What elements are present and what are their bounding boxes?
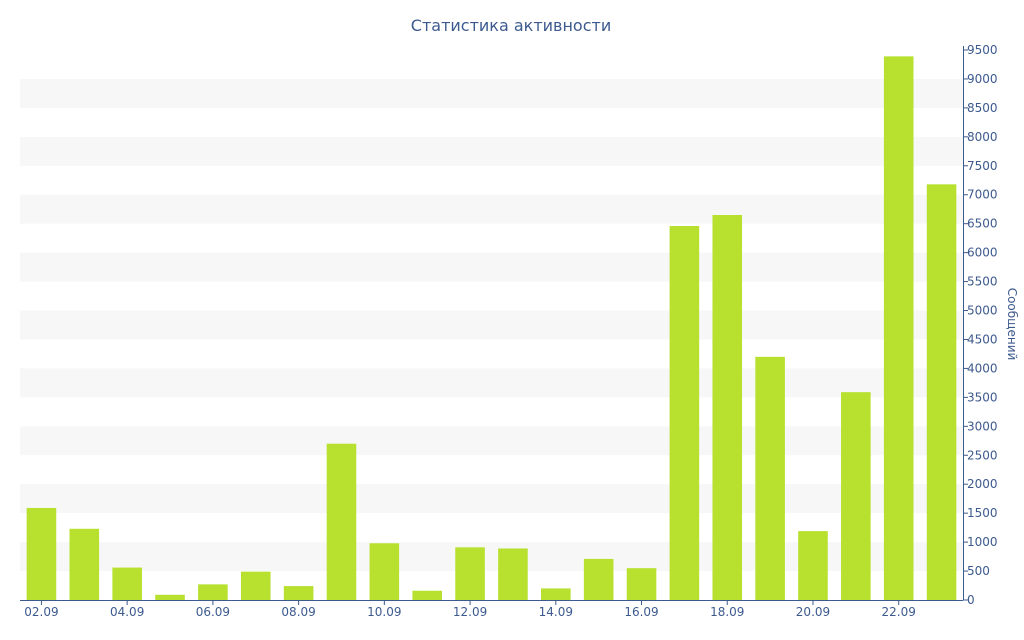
grid-band (20, 136, 963, 166)
y-tick-label: 9000 (967, 72, 998, 86)
bar-15.09 (583, 558, 614, 600)
bar-07.09 (240, 571, 271, 600)
bar-18.09 (712, 215, 743, 600)
y-tick-label: 9500 (967, 43, 998, 57)
x-tick-label: 14.09 (539, 605, 573, 619)
bar-19.09 (755, 356, 785, 600)
bar-08.09 (283, 586, 314, 600)
y-tick-label: 7000 (967, 188, 998, 202)
grid-band (20, 310, 963, 340)
bar-12.09 (455, 547, 485, 600)
x-tick-label: 20.09 (796, 605, 830, 619)
y-tick-label: 4500 (967, 332, 998, 346)
grid-band (20, 426, 963, 456)
y-tick-label: 5500 (967, 275, 998, 289)
y-tick-label: 4000 (967, 361, 998, 375)
bar-22.09 (883, 56, 914, 601)
x-tick-label: 10.09 (367, 605, 401, 619)
bar-04.09 (112, 567, 142, 600)
x-tick-label: 04.09 (110, 605, 144, 619)
y-tick-label: 8000 (967, 130, 998, 144)
grid-band (20, 78, 963, 108)
y-tick-label: 8500 (967, 101, 998, 115)
x-tick-label: 16.09 (624, 605, 658, 619)
bar-17.09 (669, 226, 700, 600)
bar-23.09 (926, 184, 957, 600)
y-tick-label: 6500 (967, 217, 998, 231)
grid-band (20, 484, 963, 514)
x-tick-label: 08.09 (281, 605, 315, 619)
y-tick-label: 3000 (967, 419, 998, 433)
x-tick-label: 18.09 (710, 605, 744, 619)
x-axis: 02.09 04.09 06.09 08.09 10.09 12.09 14.09 16.09… (20, 600, 963, 619)
bar-09.09 (326, 443, 357, 600)
bar-02.09 (26, 507, 57, 600)
grid-band (20, 194, 963, 224)
x-tick-label: 06.09 (196, 605, 230, 619)
grid-band (20, 368, 963, 398)
bar-03.09 (69, 528, 100, 600)
bar-05.09 (155, 594, 185, 600)
y-tick-label: 1000 (967, 535, 998, 549)
chart-title: Статистика активности (411, 16, 611, 35)
bar-13.09 (498, 548, 528, 600)
bar-20.09 (798, 531, 828, 600)
y-tick-label: 6000 (967, 246, 998, 260)
bar-11.09 (412, 590, 442, 600)
y-tick-label: 500 (967, 564, 990, 578)
bar-series (26, 56, 957, 601)
bar-14.09 (541, 588, 571, 600)
y-tick-label: 0 (967, 593, 975, 607)
y-axis: 0 500 1000 1500 2000 2500 3000 3500 4000 4500 5000… (963, 43, 998, 607)
y-axis-title: Сообщений (1005, 288, 1019, 361)
bar-16.09 (626, 568, 657, 600)
bar-06.09 (198, 584, 228, 600)
y-tick-label: 2000 (967, 477, 998, 491)
y-tick-label: 7500 (967, 159, 998, 173)
x-tick-label: 12.09 (453, 605, 487, 619)
y-tick-label: 2500 (967, 448, 998, 462)
y-tick-label: 1500 (967, 506, 998, 520)
bar-10.09 (369, 543, 400, 600)
grid-band (20, 252, 963, 282)
grid-bands (20, 78, 963, 572)
x-tick-label: 22.09 (882, 605, 916, 619)
bar-21.09 (841, 392, 871, 600)
y-tick-label: 3500 (967, 390, 998, 404)
y-tick-label: 5000 (967, 304, 998, 318)
x-tick-label: 02.09 (24, 605, 58, 619)
